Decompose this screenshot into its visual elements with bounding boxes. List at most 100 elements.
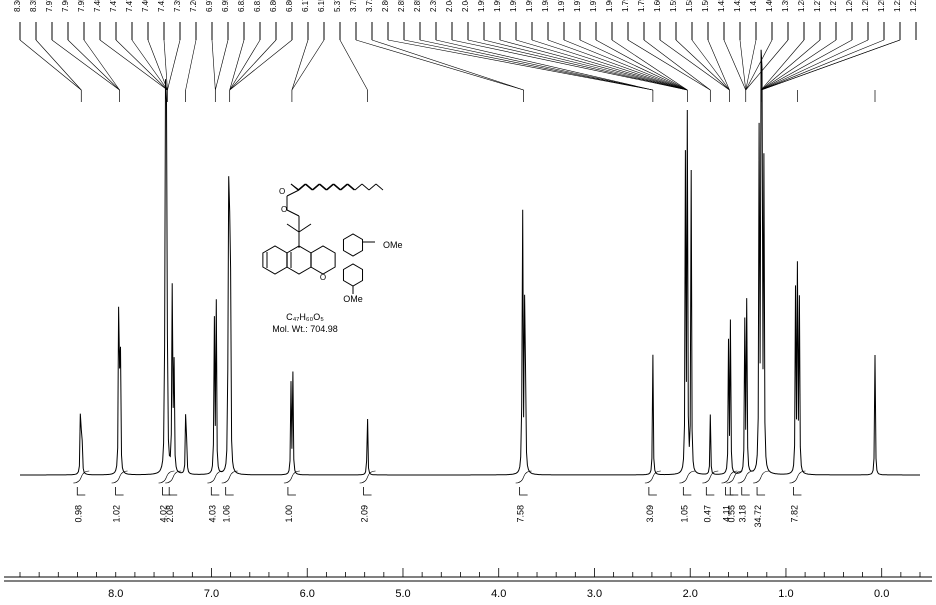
integral-curve: [516, 471, 532, 483]
peak-ppm-label: 1.590: [669, 0, 678, 12]
integral-label: 3.09: [645, 505, 655, 523]
peak-ppm-label: 7.951: [77, 0, 86, 12]
integral-label: 7.82: [789, 505, 799, 523]
peak-ppm-label: 6.951: [221, 0, 230, 12]
peak-ppm-label: 6.170: [301, 0, 310, 12]
peak-converge-line: [676, 40, 729, 90]
integral-curve: [73, 471, 89, 483]
peak-ppm-label: 3.752: [349, 0, 358, 12]
peak-converge-line: [724, 40, 746, 90]
ome-label: OMe: [383, 240, 403, 250]
peak-ppm-label: 2.863: [381, 0, 390, 12]
nmr-spectrum: 8.3688.3557.9707.9647.9517.4857.4797.472…: [0, 0, 936, 605]
integral-label: 7.58: [516, 505, 526, 523]
peak-ppm-label: 1.994: [493, 0, 502, 12]
peak-ppm-label: 1.288: [797, 0, 806, 12]
integral-curve: [165, 471, 181, 483]
peak-ppm-label: 1.277: [813, 0, 822, 12]
integral-curve: [789, 471, 805, 483]
peak-converge-line: [84, 40, 120, 90]
axis-tick-label: 2.0: [683, 588, 698, 600]
peak-ppm-label: 1.997: [477, 0, 486, 12]
svg-text:O: O: [279, 187, 285, 196]
integral-bracket: [725, 487, 733, 495]
peak-converge-line: [68, 40, 120, 90]
peak-ppm-label: 1.580: [685, 0, 694, 12]
integral-bracket: [288, 487, 296, 495]
peak-ppm-label: 7.970: [45, 0, 54, 12]
peak-ppm-label: 1.250: [877, 0, 886, 12]
peak-ppm-label: 1.224: [893, 0, 902, 12]
peak-converge-line: [761, 40, 884, 90]
peak-ppm-label: 7.479: [109, 0, 118, 12]
peak-ppm-label: 8.368: [13, 0, 22, 12]
peak-ppm-label: 1.257: [861, 0, 870, 12]
svg-text:O: O: [281, 205, 287, 214]
axis-tick-label: 4.0: [491, 588, 506, 600]
peak-ppm-label: 6.150: [317, 0, 326, 12]
peak-ppm-label: 1.979: [557, 0, 566, 12]
peak-converge-line: [340, 40, 368, 90]
integral-curve: [222, 471, 238, 483]
integral-label: 2.09: [360, 505, 370, 523]
peak-ppm-label: 2.858: [413, 0, 422, 12]
peak-ppm-label: 2.859: [397, 0, 406, 12]
molecule-structure: OOMeOMeOOC₄₇H₆₀O₅Mol. Wt.: 704.98: [263, 184, 403, 334]
formula-line-2: Mol. Wt.: 704.98: [272, 324, 338, 334]
peak-converge-line: [761, 40, 836, 90]
peak-converge-line: [230, 40, 260, 90]
integral-bracket: [77, 487, 85, 495]
peak-ppm-label: 7.964: [61, 0, 70, 12]
peak-converge-line: [116, 40, 167, 90]
peak-ppm-label: 1.973: [573, 0, 582, 12]
spectrum-trace: [20, 50, 920, 475]
peak-ppm-label: 3.726: [365, 0, 374, 12]
integral-curve: [360, 471, 376, 483]
peak-ppm-label: 2.392: [429, 0, 438, 12]
peak-ppm-label: 6.819: [253, 0, 262, 12]
peak-ppm-label: 1.609: [653, 0, 662, 12]
peak-ppm-label: 1.425: [733, 0, 742, 12]
peak-ppm-label: 7.393: [173, 0, 182, 12]
integral-label: 0.55: [726, 505, 736, 523]
peak-converge-line: [292, 40, 324, 90]
peak-ppm-label: 1.397: [781, 0, 790, 12]
integral-curve: [679, 471, 695, 483]
integral-bracket: [793, 487, 801, 495]
peak-ppm-label: 1.407: [765, 0, 774, 12]
peak-converge-line: [292, 40, 308, 90]
integral-curve: [753, 471, 769, 483]
peak-ppm-label: 1.986: [541, 0, 550, 12]
peak-converge-line: [580, 40, 687, 90]
peak-ppm-label: 1.568: [701, 0, 710, 12]
peak-ppm-label: 1.435: [717, 0, 726, 12]
axis-tick-label: 6.0: [300, 588, 315, 600]
integral-bracket: [742, 487, 750, 495]
integral-bracket: [520, 487, 528, 495]
integral-label: 1.00: [284, 505, 294, 523]
integral-label: 1.02: [112, 505, 122, 523]
peak-converge-line: [436, 40, 653, 90]
peak-converge-line: [761, 40, 868, 90]
integral-bracket: [211, 487, 219, 495]
peak-ppm-label: 6.825: [237, 0, 246, 12]
integral-bracket: [226, 487, 234, 495]
integral-bracket: [683, 487, 691, 495]
axis-tick-label: 7.0: [204, 588, 219, 600]
peak-ppm-label: 1.794: [621, 0, 630, 12]
formula-line-1: C₄₇H₆₀O₅: [286, 312, 324, 322]
peak-converge-line: [215, 40, 228, 90]
peak-ppm-label: 6.809: [269, 0, 278, 12]
peak-ppm-label: 1.991: [525, 0, 534, 12]
peak-converge-line: [761, 40, 820, 90]
integral-bracket: [364, 487, 372, 495]
peak-converge-line: [20, 40, 81, 90]
peak-converge-line: [516, 40, 687, 90]
integral-label: 34.72: [753, 505, 763, 528]
integral-bracket: [169, 487, 177, 495]
axis-tick-label: 3.0: [587, 588, 602, 600]
peak-converge-line: [36, 40, 81, 90]
integral-curve: [702, 471, 718, 483]
peak-converge-line: [132, 40, 167, 90]
integral-bracket: [730, 487, 738, 495]
